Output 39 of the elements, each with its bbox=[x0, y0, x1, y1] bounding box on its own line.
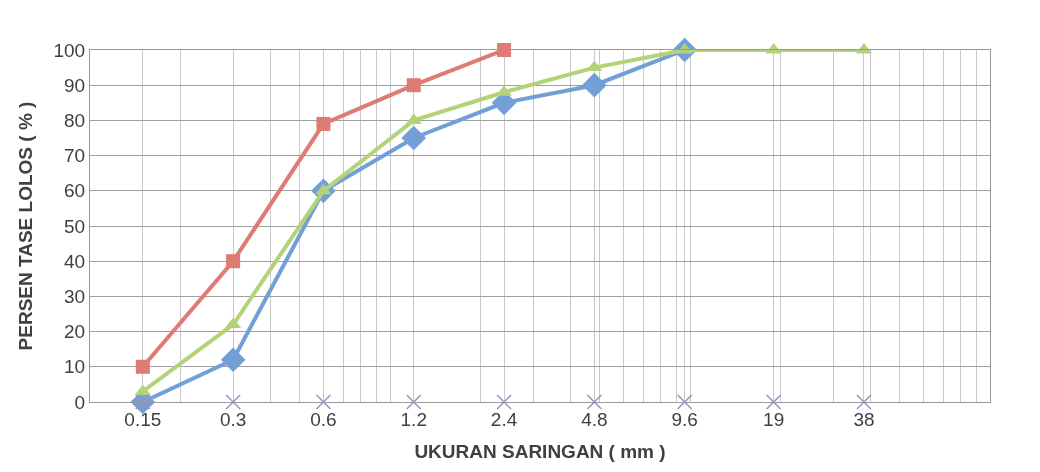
point bbox=[406, 394, 422, 410]
point bbox=[135, 359, 150, 374]
y-tick-label: 100 bbox=[53, 39, 86, 61]
y-tick-label: 70 bbox=[64, 145, 86, 167]
point bbox=[226, 254, 241, 269]
y-tick-label: 90 bbox=[64, 74, 86, 96]
y-tick-label: 50 bbox=[64, 215, 86, 237]
x-tick-label: 0.3 bbox=[219, 408, 247, 430]
point bbox=[401, 125, 427, 151]
point bbox=[497, 43, 512, 57]
x-axis-title: UKURAN SARINGAN ( mm ) bbox=[414, 440, 666, 462]
point bbox=[315, 394, 332, 410]
x-tick-label: 19 bbox=[763, 408, 785, 430]
point bbox=[676, 394, 693, 410]
x-tick-label: 4.8 bbox=[581, 408, 608, 430]
x-tick-label: 9.6 bbox=[671, 408, 698, 430]
point bbox=[586, 394, 603, 410]
x-tick-label: 1.2 bbox=[400, 408, 427, 430]
x-tick-label: 0.6 bbox=[310, 408, 337, 430]
point bbox=[406, 78, 421, 93]
x-tick-label: 0.15 bbox=[124, 408, 162, 430]
point bbox=[220, 347, 246, 373]
point bbox=[582, 72, 607, 98]
y-tick-label: 40 bbox=[64, 250, 86, 272]
y-tick-label: 80 bbox=[64, 110, 86, 132]
point bbox=[316, 116, 331, 131]
point bbox=[765, 394, 782, 410]
y-tick-label: 10 bbox=[64, 356, 86, 378]
y-tick-label: 0 bbox=[74, 391, 86, 413]
point bbox=[225, 394, 241, 410]
y-tick-label: 30 bbox=[64, 286, 86, 308]
x-tick-label: 38 bbox=[853, 408, 875, 430]
point bbox=[225, 317, 242, 329]
point bbox=[496, 394, 512, 410]
y-axis-title: PERSEN TASE LOLOS ( % ) bbox=[15, 101, 37, 351]
point bbox=[856, 394, 872, 410]
y-tick-label: 20 bbox=[64, 321, 86, 343]
x-tick-label: 2.4 bbox=[490, 408, 518, 430]
y-tick-label: 60 bbox=[64, 180, 86, 202]
